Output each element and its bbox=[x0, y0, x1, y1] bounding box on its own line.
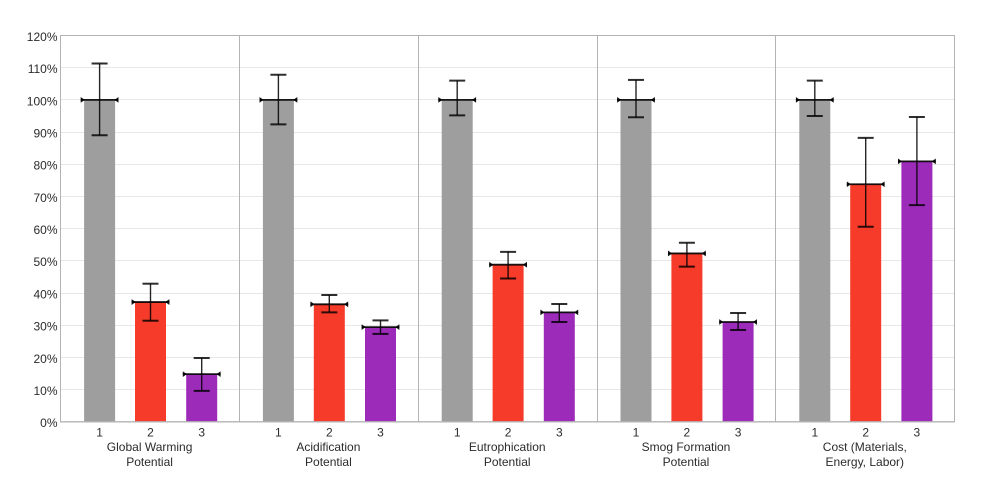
svg-text:70%: 70% bbox=[33, 191, 57, 205]
svg-text:Energy, Labor): Energy, Labor) bbox=[826, 455, 905, 469]
svg-text:3: 3 bbox=[198, 426, 205, 440]
svg-text:3: 3 bbox=[377, 426, 384, 440]
svg-text:2: 2 bbox=[147, 426, 154, 440]
svg-text:Global Warming: Global Warming bbox=[107, 440, 193, 454]
svg-text:Potential: Potential bbox=[663, 455, 710, 469]
svg-text:Cost (Materials,: Cost (Materials, bbox=[823, 440, 907, 454]
svg-text:3: 3 bbox=[556, 426, 563, 440]
svg-text:1: 1 bbox=[633, 426, 640, 440]
svg-text:1: 1 bbox=[96, 426, 103, 440]
svg-text:2: 2 bbox=[326, 426, 333, 440]
svg-text:1: 1 bbox=[811, 426, 818, 440]
svg-text:110%: 110% bbox=[28, 62, 58, 76]
svg-text:0%: 0% bbox=[40, 416, 58, 430]
svg-text:90%: 90% bbox=[33, 126, 57, 140]
svg-text:60%: 60% bbox=[33, 223, 57, 237]
svg-text:120%: 120% bbox=[27, 30, 58, 44]
svg-text:Eutrophication: Eutrophication bbox=[469, 440, 546, 454]
svg-text:2: 2 bbox=[862, 426, 869, 440]
svg-text:40%: 40% bbox=[33, 287, 57, 301]
svg-text:80%: 80% bbox=[33, 159, 57, 173]
svg-text:Smog Formation: Smog Formation bbox=[642, 440, 731, 454]
svg-text:Potential: Potential bbox=[126, 455, 173, 469]
svg-text:2: 2 bbox=[684, 426, 691, 440]
svg-text:Acidification: Acidification bbox=[296, 440, 360, 454]
svg-text:20%: 20% bbox=[33, 352, 57, 366]
svg-text:2: 2 bbox=[505, 426, 512, 440]
svg-text:1: 1 bbox=[275, 426, 282, 440]
svg-text:Potential: Potential bbox=[484, 455, 531, 469]
svg-text:100%: 100% bbox=[27, 94, 58, 108]
svg-text:1: 1 bbox=[454, 426, 461, 440]
svg-text:Potential: Potential bbox=[305, 455, 352, 469]
svg-text:50%: 50% bbox=[33, 255, 57, 269]
svg-text:3: 3 bbox=[914, 426, 921, 440]
svg-text:3: 3 bbox=[735, 426, 742, 440]
svg-text:10%: 10% bbox=[33, 384, 57, 398]
svg-text:30%: 30% bbox=[33, 320, 57, 334]
